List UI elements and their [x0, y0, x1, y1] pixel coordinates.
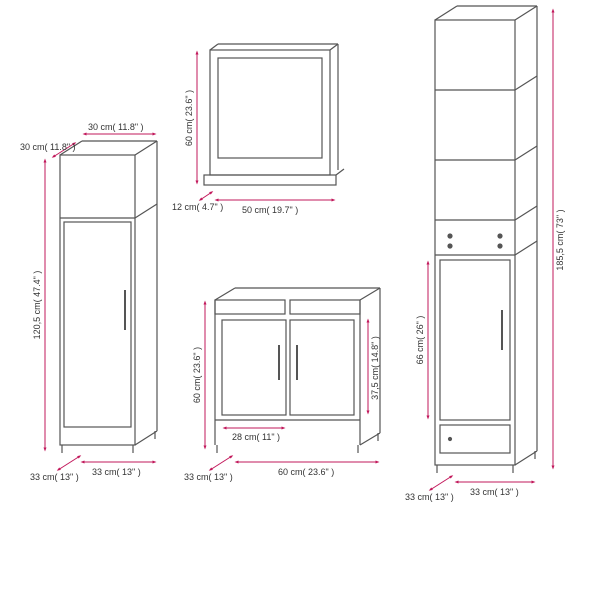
label-tall-height: 185,5 cm( 73" ): [555, 209, 565, 270]
label-tall-door-h: 66 cm( 26" ): [415, 316, 425, 365]
label-low-height: 60 cm( 23.6" ): [192, 347, 202, 403]
dimension-diagram: 30 cm( 11.8" ) 30 cm( 11.8" ) 120,5 cm( …: [0, 0, 600, 600]
label-tall-width: 33 cm( 13" ): [470, 487, 519, 497]
cabinet-tall: [435, 6, 537, 473]
cabinet-a: [60, 141, 157, 453]
label-m-depth: 12 cm( 4.7" ): [172, 202, 223, 212]
label-a-depth-top: 30 cm( 11.8" ): [20, 142, 76, 152]
label-low-inner-h: 37,5 cm( 14.8" ): [370, 336, 380, 400]
mirror: [204, 44, 344, 185]
label-a-width-top: 30 cm( 11.8" ): [88, 122, 144, 132]
label-a-height: 120,5 cm( 47.4" ): [32, 271, 42, 340]
label-a-width-bot: 33 cm( 13" ): [92, 467, 141, 477]
label-a-depth-bot: 33 cm( 13" ): [30, 472, 79, 482]
label-m-width: 50 cm( 19.7" ): [242, 205, 298, 215]
label-m-height: 60 cm( 23.6" ): [184, 90, 194, 146]
label-low-width: 60 cm( 23.6" ): [278, 467, 334, 477]
label-tall-depth: 33 cm( 13" ): [405, 492, 454, 502]
label-low-depth: 33 cm( 13" ): [184, 472, 233, 482]
label-low-inner-w: 28 cm( 11" ): [232, 432, 280, 442]
